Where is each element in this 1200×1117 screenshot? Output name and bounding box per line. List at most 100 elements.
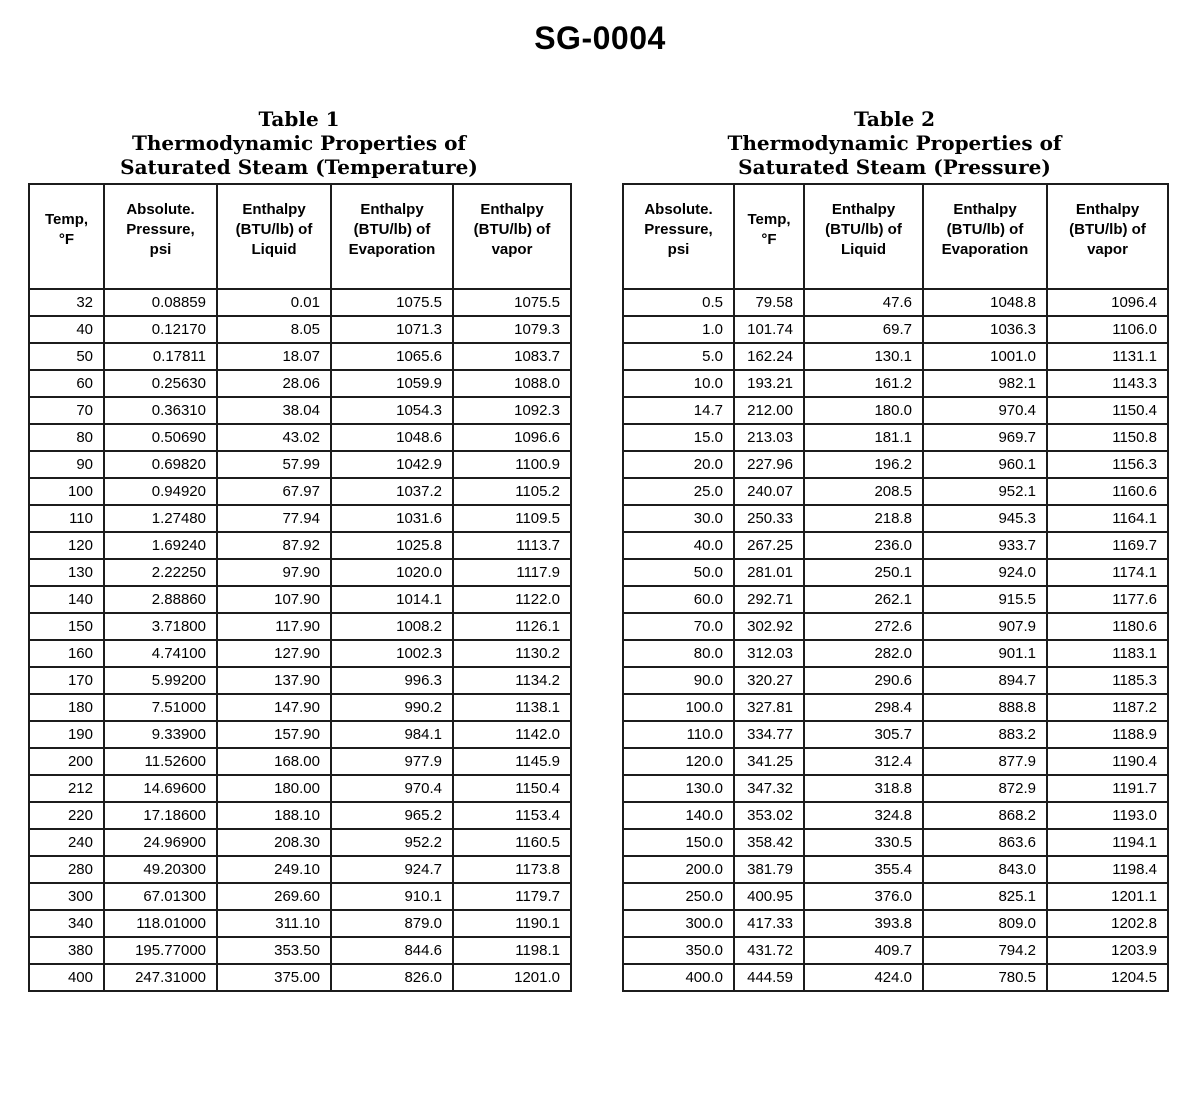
table-cell: 334.77 — [733, 720, 805, 749]
table-cell: 872.9 — [922, 774, 1048, 803]
table-row: 120.0 341.25 312.4 877.9 1190.4 — [622, 747, 1169, 776]
table-cell: 1105.2 — [452, 477, 572, 506]
table-cell: 1025.8 — [330, 531, 454, 560]
table-cell: 1173.8 — [452, 855, 572, 884]
table-cell: 14.69600 — [103, 774, 218, 803]
table-cell: 1048.8 — [922, 288, 1048, 317]
table-cell: 168.00 — [216, 747, 332, 776]
table-cell: 227.96 — [733, 450, 805, 479]
table-cell: 1014.1 — [330, 585, 454, 614]
table-cell: 130.0 — [622, 774, 735, 803]
column-header: Absolute. Pressure, psi — [103, 183, 218, 290]
table1-body: 32 0.08859 0.01 1075.5 1075.5 40 0.12170 8.05 10… — [28, 288, 572, 992]
table-cell: 0.69820 — [103, 450, 218, 479]
table-row: 140.0 353.02 324.8 868.2 1193.0 — [622, 801, 1169, 830]
table-cell: 170 — [28, 666, 105, 695]
table-cell: 1160.6 — [1046, 477, 1169, 506]
table-cell: 1088.0 — [452, 369, 572, 398]
table-row: 130.0 347.32 318.8 872.9 1191.7 — [622, 774, 1169, 803]
table2-section: Table 2 Thermodynamic Properties of Satu… — [622, 107, 1169, 992]
table-cell: 984.1 — [330, 720, 454, 749]
table-row: 200 11.52600 168.00 977.9 1145.9 — [28, 747, 572, 776]
table-cell: 1143.3 — [1046, 369, 1169, 398]
table-cell: 1179.7 — [452, 882, 572, 911]
table-cell: 1180.6 — [1046, 612, 1169, 641]
table-cell: 1.27480 — [103, 504, 218, 533]
table-cell: 1002.3 — [330, 639, 454, 668]
table-cell: 312.03 — [733, 639, 805, 668]
table-cell: 844.6 — [330, 936, 454, 965]
table-cell: 5.0 — [622, 342, 735, 371]
table-cell: 57.99 — [216, 450, 332, 479]
table-cell: 794.2 — [922, 936, 1048, 965]
table-row: 60 0.25630 28.06 1059.9 1088.0 — [28, 369, 572, 398]
table-cell: 1.0 — [622, 315, 735, 344]
table-cell: 213.03 — [733, 423, 805, 452]
table-cell: 1202.8 — [1046, 909, 1169, 938]
table-cell: 250.0 — [622, 882, 735, 911]
table-row: 25.0 240.07 208.5 952.1 1160.6 — [622, 477, 1169, 506]
table-cell: 60.0 — [622, 585, 735, 614]
table-cell: 10.0 — [622, 369, 735, 398]
table1-title-line2: Thermodynamic Properties of — [131, 131, 467, 155]
table-cell: 110 — [28, 504, 105, 533]
table-row: 90 0.69820 57.99 1042.9 1100.9 — [28, 450, 572, 479]
table-cell: 1198.4 — [1046, 855, 1169, 884]
table-row: 212 14.69600 180.00 970.4 1150.4 — [28, 774, 572, 803]
table-row: 130 2.22250 97.90 1020.0 1117.9 — [28, 558, 572, 587]
table-cell: 157.90 — [216, 720, 332, 749]
table-cell: 140 — [28, 585, 105, 614]
table-cell: 879.0 — [330, 909, 454, 938]
table-row: 1.0 101.74 69.7 1036.3 1106.0 — [622, 315, 1169, 344]
table-cell: 1008.2 — [330, 612, 454, 641]
table-cell: 894.7 — [922, 666, 1048, 695]
table-row: 280 49.20300 249.10 924.7 1173.8 — [28, 855, 572, 884]
table-cell: 1150.8 — [1046, 423, 1169, 452]
table-cell: 70 — [28, 396, 105, 425]
table-cell: 25.0 — [622, 477, 735, 506]
table-cell: 1160.5 — [452, 828, 572, 857]
table-cell: 110.0 — [622, 720, 735, 749]
table-cell: 1083.7 — [452, 342, 572, 371]
table-cell: 355.4 — [803, 855, 924, 884]
table-cell: 18.07 — [216, 342, 332, 371]
table-cell: 305.7 — [803, 720, 924, 749]
table-cell: 0.17811 — [103, 342, 218, 371]
table-cell: 50.0 — [622, 558, 735, 587]
table-cell: 236.0 — [803, 531, 924, 560]
table1-section: Table 1 Thermodynamic Properties of Satu… — [28, 107, 572, 992]
table-row: 5.0 162.24 130.1 1001.0 1131.1 — [622, 342, 1169, 371]
table-cell: 90.0 — [622, 666, 735, 695]
table-cell: 330.5 — [803, 828, 924, 857]
table-cell: 809.0 — [922, 909, 1048, 938]
table-cell: 358.42 — [733, 828, 805, 857]
table-cell: 0.36310 — [103, 396, 218, 425]
table-cell: 212 — [28, 774, 105, 803]
table-cell: 1054.3 — [330, 396, 454, 425]
table-cell: 945.3 — [922, 504, 1048, 533]
table-cell: 381.79 — [733, 855, 805, 884]
table-cell: 1187.2 — [1046, 693, 1169, 722]
table-cell: 843.0 — [922, 855, 1048, 884]
table-cell: 17.18600 — [103, 801, 218, 830]
table-cell: 1156.3 — [1046, 450, 1169, 479]
table-cell: 318.8 — [803, 774, 924, 803]
table-cell: 883.2 — [922, 720, 1048, 749]
table-cell: 117.90 — [216, 612, 332, 641]
table-cell: 1037.2 — [330, 477, 454, 506]
table-cell: 1.69240 — [103, 531, 218, 560]
table-row: 20.0 227.96 196.2 960.1 1156.3 — [622, 450, 1169, 479]
column-header: Enthalpy (BTU/lb) of vapor — [1046, 183, 1169, 290]
table-row: 200.0 381.79 355.4 843.0 1198.4 — [622, 855, 1169, 884]
table-row: 15.0 213.03 181.1 969.7 1150.8 — [622, 423, 1169, 452]
table-cell: 11.52600 — [103, 747, 218, 776]
table-cell: 924.0 — [922, 558, 1048, 587]
table-cell: 1188.9 — [1046, 720, 1169, 749]
table2-body: 0.5 79.58 47.6 1048.8 1096.4 1.0 101.74 69.7 103… — [622, 288, 1169, 992]
table-row: 10.0 193.21 161.2 982.1 1143.3 — [622, 369, 1169, 398]
table-cell: 965.2 — [330, 801, 454, 830]
table-cell: 1036.3 — [922, 315, 1048, 344]
table-cell: 8.05 — [216, 315, 332, 344]
table-cell: 1164.1 — [1046, 504, 1169, 533]
table-cell: 195.77000 — [103, 936, 218, 965]
